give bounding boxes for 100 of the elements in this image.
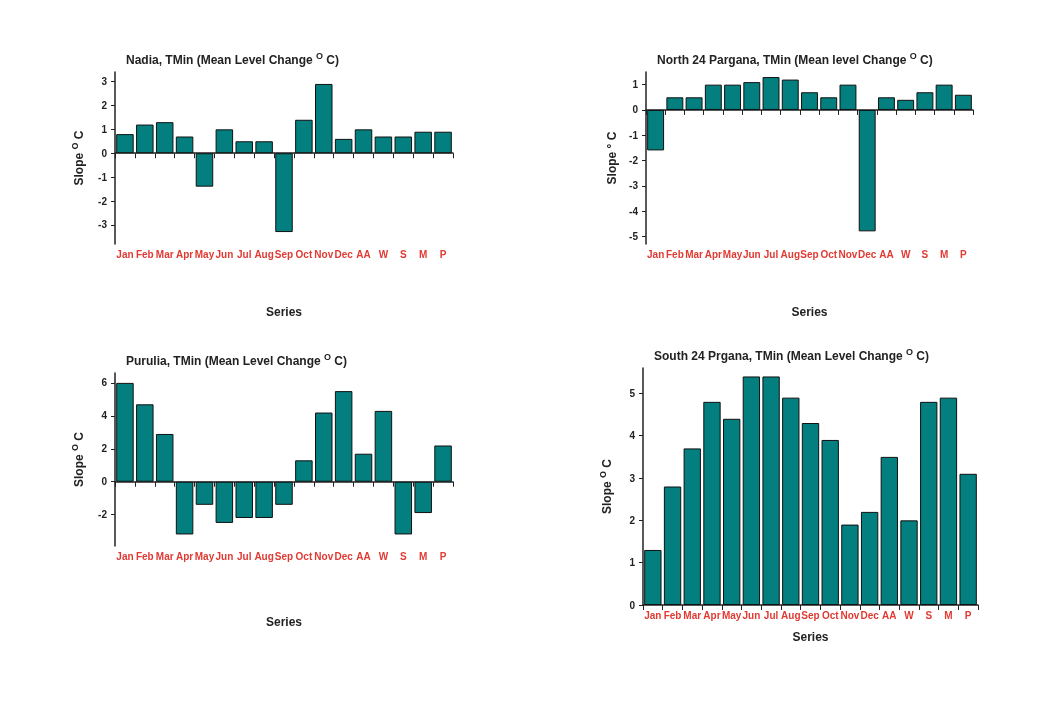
bar [743,82,761,110]
bar [666,97,684,110]
x-tick-label: AA [882,609,897,621]
x-axis-title: Series [265,615,303,629]
bar [858,109,876,232]
x-tick-label: Dec [860,609,880,621]
x-tick-label: P [439,248,447,260]
bar [155,122,174,154]
x-tick-label: Mar [155,248,174,260]
bar [839,84,857,110]
y-tick-label: 4 [101,410,108,422]
bar [647,109,665,151]
x-tick-label: Jul [237,248,252,260]
bar [195,153,214,187]
bar [723,418,741,605]
x-tick-label: May [194,248,215,260]
y-axis-title: Slope O C [69,431,86,488]
x-tick-label: AA [879,248,894,260]
bar [394,136,413,154]
x-tick-label: Mar [685,248,704,260]
x-tick-label: M [939,248,949,260]
y-tick-label: 2 [101,443,108,455]
bar [663,486,682,605]
bar [175,136,194,154]
x-tick-label: Aug [780,248,800,260]
bar [155,433,174,482]
x-tick-label: Oct [295,550,313,562]
x-tick-label: Sep [800,248,819,260]
bar [820,97,838,110]
y-tick-label: -3 [629,180,639,192]
x-tick-label: Jan [644,609,662,621]
y-tick-label: 0 [101,476,108,488]
x-tick-label: Apr [175,550,194,562]
bar [762,376,780,605]
x-tick-label: Jan [647,248,665,260]
x-axis-title: Series [792,630,829,644]
x-tick-label: Oct [295,248,313,260]
bar [315,412,333,482]
chart-title: Purulia, TMin (Mean Level Change O C) [126,351,348,368]
x-tick-label: Oct [820,248,838,260]
bar [954,94,972,110]
chart-title: South 24 Prgana, TMin (Mean Level Change O C) [654,346,930,363]
x-tick-label: Nov [314,550,334,562]
y-tick-label: -2 [98,509,108,521]
bar [900,520,918,605]
bar [920,401,938,605]
y-tick-label: -5 [629,230,639,242]
x-tick-label: Feb [663,609,682,621]
x-tick-label: Aug [254,248,274,260]
x-tick-label: Sep [274,248,294,260]
bar [959,473,977,605]
y-tick-label: 1 [101,123,108,135]
y-axis-title: Slope O C [69,130,86,186]
bar [703,401,721,605]
y-tick-label: 4 [629,430,636,442]
x-tick-label: Sep [801,609,820,621]
x-tick-label: Apr [175,248,194,260]
bar [414,131,432,154]
y-tick-label: -3 [98,219,108,231]
y-tick-label: 3 [629,472,636,484]
bar [916,92,934,110]
bar [334,391,353,482]
x-tick-label: Aug [254,550,274,562]
x-tick-label: Jun [742,248,761,260]
chart-title: North 24 Pargana, TMin (Mean level Change O C) [657,50,933,67]
x-tick-label: AA [356,550,371,562]
x-axis-title: Series [791,305,828,319]
bar [683,448,701,605]
x-tick-label: S [925,609,933,621]
x-tick-label: Feb [135,248,154,260]
bar [841,524,859,605]
bar [394,481,413,535]
y-tick-label: 0 [632,104,639,116]
x-tick-label: Nov [838,248,858,260]
x-tick-label: Nov [840,609,860,621]
x-tick-label: Nov [314,248,334,260]
bar [939,397,958,605]
x-tick-label: May [721,609,742,621]
bar [781,79,799,110]
x-tick-label: Feb [135,550,154,562]
bar [685,97,703,110]
bar [275,481,293,505]
x-tick-label: Aug [781,609,801,621]
bar [136,124,154,154]
x-tick-label: Dec [334,248,354,260]
bar [235,141,253,154]
bar [434,445,452,482]
y-axis-title: Slope O C [597,458,614,515]
y-tick-label: -1 [629,129,639,141]
x-tick-label: M [944,609,953,621]
bar [414,481,432,514]
y-tick-label: 0 [629,599,636,611]
bar [742,376,761,605]
y-tick-label: -2 [98,195,108,207]
y-tick-label: 5 [629,387,636,399]
x-axis-title: Series [265,305,303,319]
bar [136,404,154,482]
x-tick-label: M [419,550,428,562]
x-tick-label: Jan [116,248,134,260]
x-tick-label: S [399,550,407,562]
